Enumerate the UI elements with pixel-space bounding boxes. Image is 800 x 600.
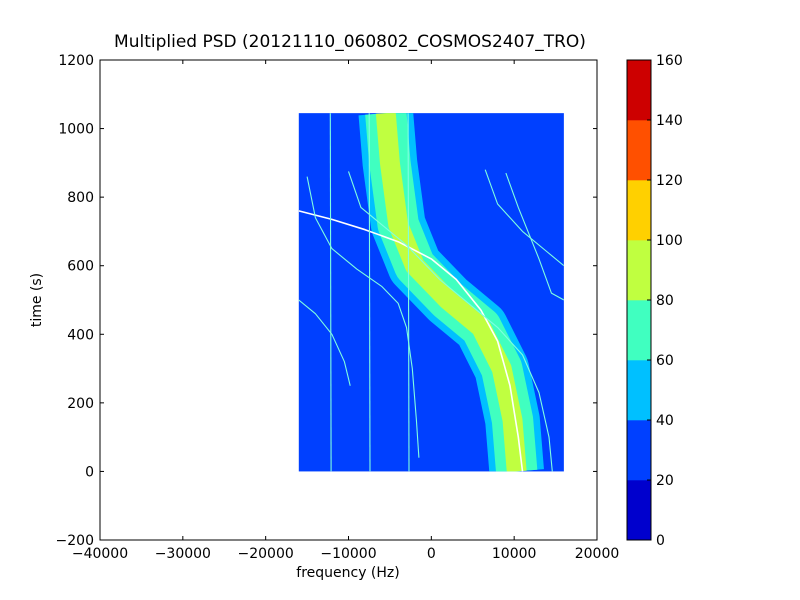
doppler-trace-4 (298, 299, 351, 386)
doppler-trace-2 (306, 176, 420, 458)
doppler-trace-7 (329, 113, 332, 472)
y-tick-label: −200 (56, 533, 94, 549)
colorbar-tick-label: 80 (656, 293, 674, 309)
y-tick-label: 600 (67, 259, 94, 275)
colorbar-tick-label: 160 (656, 53, 683, 69)
colorbar-segment (627, 300, 651, 361)
y-tick-label: 1200 (58, 53, 94, 69)
colorbar-tick-label: 60 (656, 353, 674, 369)
colorbar-segment (627, 180, 651, 241)
x-tick-label: −30000 (155, 546, 211, 562)
doppler-trace-6 (505, 172, 564, 301)
x-tick-label: 10000 (492, 546, 537, 562)
colorbar-tick-label: 100 (656, 233, 683, 249)
x-tick-label: −40000 (72, 546, 128, 562)
chart-title: Multiplied PSD (20121110_060802_COSMOS24… (114, 32, 586, 52)
y-tick-label: 200 (67, 396, 94, 412)
x-tick-label: −20000 (238, 546, 294, 562)
x-axis: −40000 −30000 −20000 −10000 0 10000 20000 (72, 60, 619, 562)
x-axis-label: frequency (Hz) (296, 565, 399, 581)
y-tick-label: 0 (85, 464, 94, 480)
signal-band-level-3 (375, 113, 527, 472)
y-tick-label: 400 (67, 327, 94, 343)
x-tick-label: 20000 (575, 546, 620, 562)
colorbar-tick-label: 40 (656, 413, 674, 429)
colorbar-segment (627, 240, 651, 301)
doppler-trace-3 (347, 171, 553, 472)
colorbar-segment (627, 60, 651, 121)
colorbar-segment (627, 420, 651, 481)
x-tick-label: 0 (427, 546, 436, 562)
y-tick-label: 800 (67, 190, 94, 206)
doppler-trace-8 (407, 113, 410, 472)
colorbar-tick-label: 0 (656, 533, 665, 549)
y-axis: −200 0 200 400 600 800 1000 1200 (56, 53, 597, 549)
colorbar-tick-label: 120 (656, 173, 683, 189)
colorbar-tick-label: 20 (656, 473, 674, 489)
y-tick-label: 1000 (58, 122, 94, 138)
colorbar-segment (627, 120, 651, 181)
colorbar-segment (627, 360, 651, 421)
y-axis-label: time (s) (29, 273, 45, 327)
doppler-trace-1 (298, 210, 524, 472)
colorbar: 0 20 40 60 80 100 120 140 160 (626, 53, 683, 549)
colorbar-tick-label: 140 (656, 113, 683, 129)
x-tick-label: −10000 (320, 546, 376, 562)
doppler-trace-5 (484, 169, 564, 267)
colorbar-segment (627, 480, 651, 541)
heatmap-layer (298, 113, 564, 472)
doppler-trace-9 (368, 113, 371, 472)
